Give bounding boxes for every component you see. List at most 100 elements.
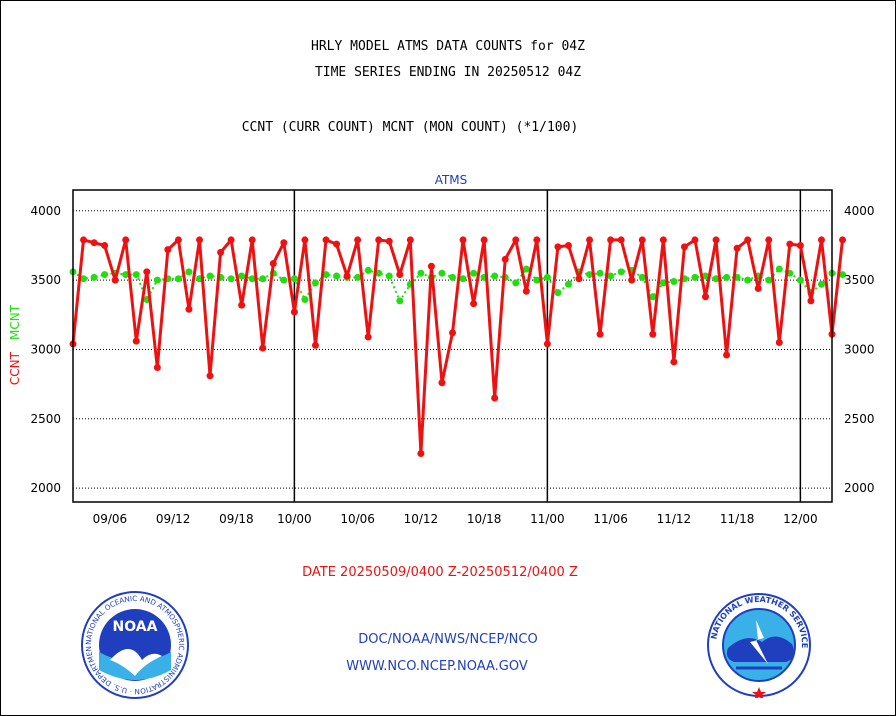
ccnt-point xyxy=(543,340,551,348)
ccnt-point xyxy=(807,297,815,305)
y-axis-label-mcnt: MCNT xyxy=(8,304,22,340)
y-tick-label-right: 3500 xyxy=(844,273,875,287)
ccnt-point xyxy=(617,236,625,244)
mcnt-point xyxy=(322,271,330,279)
x-tick-label: 10/06 xyxy=(340,512,375,526)
ccnt-point xyxy=(280,239,288,247)
ccnt-point xyxy=(301,236,309,244)
mcnt-point xyxy=(132,271,140,279)
y-tick-label-left: 4000 xyxy=(30,204,61,218)
mcnt-point xyxy=(153,276,161,284)
plot-border xyxy=(72,189,833,503)
org-line: DOC/NOAA/NWS/NCEP/NCO xyxy=(358,632,538,647)
ccnt-point xyxy=(744,236,752,244)
ccnt-point xyxy=(364,333,372,341)
mcnt-point xyxy=(290,275,298,283)
y-axis-label: CCNT MCNT xyxy=(8,304,22,385)
ccnt-point xyxy=(153,363,161,371)
ccnt-point xyxy=(575,275,583,283)
date-range: DATE 20250509/0400 Z-20250512/0400 Z xyxy=(302,565,578,580)
mcnt-point xyxy=(470,269,478,277)
ccnt-point xyxy=(248,236,256,244)
y-tick-label-left: 2000 xyxy=(30,481,61,495)
mcnt-point xyxy=(333,272,341,280)
mcnt-point xyxy=(512,279,520,287)
tick-layer: 2000 2000 2500 2500 3000 3000 3500 3500 4000 4000… xyxy=(30,204,874,526)
ccnt-point xyxy=(354,236,362,244)
ccnt-point xyxy=(396,271,404,279)
ccnt-point xyxy=(480,236,488,244)
mcnt-point xyxy=(638,273,646,281)
x-tick-label: 09/06 xyxy=(93,512,128,526)
ccnt-point xyxy=(765,236,773,244)
mcnt-point xyxy=(564,280,572,288)
x-tick-label: 11/12 xyxy=(657,512,692,526)
ccnt-point xyxy=(311,341,319,349)
url-line[interactable]: WWW.NCO.NCEP.NOAA.GOV xyxy=(346,659,528,674)
mcnt-point xyxy=(174,275,182,283)
ccnt-point xyxy=(185,305,193,313)
ccnt-point xyxy=(796,241,804,249)
x-tick-label: 10/12 xyxy=(404,512,439,526)
mcnt-point xyxy=(533,276,541,284)
mcnt-point xyxy=(839,271,847,279)
y-tick-label-right: 4000 xyxy=(844,204,875,218)
ccnt-point xyxy=(723,351,731,359)
mcnt-point xyxy=(364,266,372,274)
ccnt-point xyxy=(227,236,235,244)
ccnt-point xyxy=(322,236,330,244)
y-tick-label-left: 3000 xyxy=(30,342,61,356)
ccnt-point xyxy=(174,236,182,244)
mcnt-point xyxy=(311,279,319,287)
chart-title-line2: TIME SERIES ENDING IN 20250512 04Z xyxy=(314,65,582,80)
mcnt-point xyxy=(248,275,256,283)
ccnt-point xyxy=(607,236,615,244)
mcnt-point xyxy=(438,269,446,277)
ccnt-point xyxy=(132,337,140,345)
ccnt-point xyxy=(628,276,636,284)
mcnt-point xyxy=(712,275,720,283)
x-tick-label: 11/00 xyxy=(530,512,565,526)
ccnt-point xyxy=(406,236,414,244)
mcnt-point xyxy=(491,272,499,280)
ccnt-point xyxy=(638,236,646,244)
x-tick-label: 10/18 xyxy=(467,512,502,526)
ccnt-point xyxy=(122,236,130,244)
chart-subtitle: CCNT (CURR COUNT) MCNT (MON COUNT) (*1/1… xyxy=(241,120,579,135)
y-tick-label-right: 2500 xyxy=(844,412,875,426)
x-tick-label: 10/00 xyxy=(277,512,312,526)
ccnt-point xyxy=(659,236,667,244)
series-line-ccnt xyxy=(71,238,844,455)
series-layer xyxy=(69,236,847,457)
x-tick-label: 09/12 xyxy=(156,512,191,526)
ccnt-point xyxy=(501,255,509,263)
mcnt-point xyxy=(238,272,246,280)
grid-layer xyxy=(73,190,832,502)
ccnt-point xyxy=(564,241,572,249)
mcnt-point xyxy=(817,280,825,288)
mcnt-point xyxy=(301,296,309,304)
x-tick-label: 11/18 xyxy=(720,512,755,526)
mcnt-point xyxy=(375,269,383,277)
mcnt-point xyxy=(459,275,467,283)
mcnt-point xyxy=(385,272,393,280)
ccnt-point xyxy=(691,236,699,244)
y-tick-label-right: 3000 xyxy=(844,342,875,356)
chart-title-line1: HRLY MODEL ATMS DATA COUNTS for 04Z xyxy=(311,39,585,54)
x-tick-label: 09/18 xyxy=(219,512,254,526)
ccnt-point xyxy=(839,236,847,244)
ccnt-point xyxy=(775,339,783,347)
mcnt-point xyxy=(554,289,562,297)
y-tick-label-left: 2500 xyxy=(30,412,61,426)
nws-logo-icon: NATIONAL WEATHER SERVICE xyxy=(707,593,811,698)
ccnt-point xyxy=(586,236,594,244)
ccnt-point xyxy=(385,237,393,245)
ccnt-point xyxy=(375,236,383,244)
ccnt-point xyxy=(427,262,435,270)
ccnt-point xyxy=(712,236,720,244)
mcnt-point xyxy=(744,276,752,284)
mcnt-point xyxy=(259,275,267,283)
ccnt-point xyxy=(459,236,467,244)
noaa-logo-icon: NOAA NATIONAL OCEANIC AND ATMOSPHERIC AD… xyxy=(80,590,189,699)
